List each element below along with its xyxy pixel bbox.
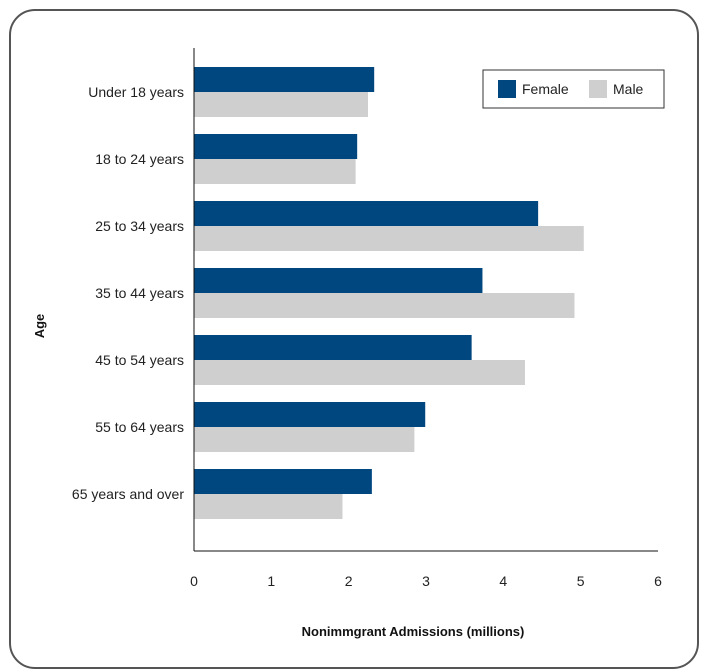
x-tick-label: 3 — [422, 573, 430, 589]
legend: Female Male — [482, 69, 665, 109]
x-tick-label: 0 — [190, 573, 198, 589]
category-label: 45 to 54 years — [95, 352, 184, 368]
bar-male-4 — [194, 360, 525, 385]
bar-female-5 — [194, 402, 426, 427]
x-axis-title: Nonimmgrant Admissions (millions) — [302, 624, 525, 639]
bar-female-1 — [194, 134, 358, 159]
category-label: 65 years and over — [72, 486, 184, 502]
x-tick-labels: 0 1 2 3 4 5 6 — [190, 573, 662, 589]
x-tick-label: 4 — [499, 573, 507, 589]
category-label: 35 to 44 years — [95, 285, 184, 301]
bar-male-6 — [194, 494, 343, 519]
y-axis-title: Age — [32, 314, 47, 339]
legend-label-male: Male — [613, 81, 644, 97]
category-labels: Under 18 years 18 to 24 years 25 to 34 yea… — [72, 84, 184, 502]
x-tick-label: 5 — [577, 573, 585, 589]
legend-swatch-male — [589, 80, 607, 98]
legend-swatch-female — [498, 80, 516, 98]
category-label: 25 to 34 years — [95, 218, 184, 234]
bar-male-0 — [194, 92, 368, 117]
category-label: Under 18 years — [88, 84, 184, 100]
bars-group — [194, 67, 584, 519]
x-tick-label: 6 — [654, 573, 662, 589]
category-label: 55 to 64 years — [95, 419, 184, 435]
bar-male-1 — [194, 159, 356, 184]
bar-female-4 — [194, 335, 472, 360]
bar-male-5 — [194, 427, 415, 452]
legend-label-female: Female — [522, 81, 569, 97]
x-tick-label: 1 — [267, 573, 275, 589]
bar-male-3 — [194, 293, 575, 318]
category-label: 18 to 24 years — [95, 151, 184, 167]
bar-female-2 — [194, 201, 539, 226]
bar-female-0 — [194, 67, 375, 92]
bar-male-2 — [194, 226, 584, 251]
bar-female-6 — [194, 469, 372, 494]
bar-female-3 — [194, 268, 483, 293]
x-tick-label: 2 — [345, 573, 353, 589]
